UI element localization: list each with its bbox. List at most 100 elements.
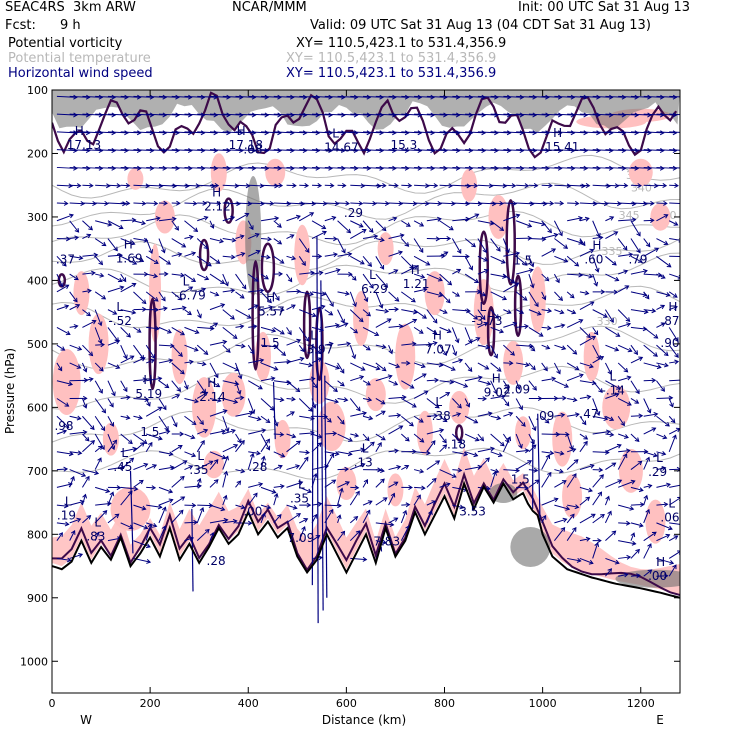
wind-vector bbox=[414, 486, 425, 489]
wind-vector-head bbox=[608, 94, 614, 100]
wind-vector bbox=[69, 431, 87, 435]
wind-vector-head bbox=[634, 165, 640, 171]
wind-vector bbox=[222, 95, 243, 98]
wind-vector-head bbox=[519, 309, 525, 315]
wind-vector bbox=[375, 256, 385, 270]
wind-vector bbox=[643, 484, 652, 488]
wind-vector-head bbox=[213, 94, 219, 100]
wind-vector-head bbox=[518, 405, 523, 411]
wind-vector-head bbox=[674, 353, 679, 358]
wind-vector-head bbox=[663, 573, 669, 579]
wind-vector bbox=[56, 255, 67, 267]
extrema-marker: H bbox=[207, 376, 216, 390]
wind-vector-head bbox=[213, 112, 219, 118]
wind-vector-head bbox=[189, 536, 195, 542]
wind-vector-head bbox=[328, 165, 333, 171]
wind-vector-head bbox=[279, 259, 285, 264]
wind-vector bbox=[566, 433, 573, 450]
wind-vector-head bbox=[85, 475, 90, 481]
wind-vector bbox=[630, 549, 640, 559]
wind-vector bbox=[133, 379, 147, 382]
wind-vector bbox=[69, 362, 81, 369]
wind-vector-head bbox=[267, 298, 272, 304]
wind-vector bbox=[299, 202, 316, 205]
extrema-marker: L bbox=[116, 300, 123, 314]
wind-vector-head bbox=[310, 415, 315, 421]
wind-vector bbox=[516, 449, 529, 453]
wind-vector-head bbox=[465, 253, 470, 259]
wind-vector bbox=[197, 184, 215, 187]
wind-vector bbox=[656, 95, 677, 98]
wind-vector bbox=[260, 456, 265, 470]
wind-vector-head bbox=[240, 343, 246, 349]
wind-vector bbox=[337, 342, 351, 346]
wind-vector bbox=[605, 216, 614, 222]
wind-vector bbox=[337, 322, 348, 328]
extrema-value: .79 bbox=[628, 252, 647, 266]
wind-vector-head bbox=[558, 296, 564, 302]
wind-vector bbox=[656, 166, 677, 169]
wind-vector-head bbox=[401, 394, 407, 400]
wind-vector bbox=[477, 362, 489, 370]
wind-vector-head bbox=[138, 415, 143, 420]
wind-vector bbox=[184, 309, 192, 315]
wind-vector bbox=[618, 376, 631, 382]
wind-vector bbox=[56, 344, 65, 351]
wind-vector bbox=[439, 362, 456, 371]
wind-vector-head bbox=[553, 232, 559, 238]
wind-vector-head bbox=[68, 451, 74, 457]
wind-vector-head bbox=[366, 94, 372, 100]
wind-vector-head bbox=[630, 479, 636, 485]
wind-vector-head bbox=[73, 297, 78, 303]
wind-vector-head bbox=[396, 464, 402, 470]
extrema-marker: L bbox=[94, 516, 101, 530]
wind-vector bbox=[617, 362, 628, 373]
wind-vector-head bbox=[290, 411, 295, 416]
wind-vector bbox=[69, 530, 76, 541]
wind-vector bbox=[171, 380, 181, 392]
wind-vector bbox=[554, 480, 567, 488]
wind-vector-head bbox=[394, 297, 400, 302]
wind-vector-head bbox=[623, 183, 629, 189]
wind-vector bbox=[643, 531, 657, 542]
wind-vector-head bbox=[223, 470, 229, 476]
wind-vector-head bbox=[686, 131, 690, 135]
wind-vector bbox=[107, 149, 128, 152]
wind-vector bbox=[69, 236, 79, 240]
wind-vector bbox=[312, 113, 333, 116]
wind-vector bbox=[451, 344, 457, 356]
wind-vector-head bbox=[468, 165, 474, 171]
wind-vector-head bbox=[433, 413, 439, 419]
wind-vector bbox=[222, 149, 243, 152]
wind-vector-head bbox=[614, 559, 620, 565]
wind-vector-head bbox=[304, 183, 310, 188]
wind-vector bbox=[554, 291, 563, 301]
wind-vector-head bbox=[603, 201, 609, 207]
wind-vector-head bbox=[264, 165, 270, 171]
wind-vector-head bbox=[602, 313, 608, 318]
wind-vector-head bbox=[518, 443, 523, 449]
wind-vector bbox=[554, 344, 566, 350]
wind-vector-head bbox=[318, 555, 323, 561]
wind-vector-head bbox=[448, 225, 454, 231]
wind-vector bbox=[464, 398, 470, 408]
wind-vector bbox=[286, 481, 303, 488]
wind-vector bbox=[197, 113, 218, 116]
wind-vector-head bbox=[149, 148, 155, 153]
wind-vector-head bbox=[248, 410, 254, 416]
wind-vector-head bbox=[588, 363, 594, 369]
extrema-marker: L bbox=[65, 495, 72, 509]
extrema-value: 7.07 bbox=[425, 342, 452, 356]
wind-vector-head bbox=[224, 455, 229, 461]
pv-shade-region bbox=[424, 271, 445, 316]
wind-vector bbox=[120, 433, 133, 444]
wind-vector bbox=[171, 184, 189, 187]
wind-vector bbox=[158, 507, 166, 524]
wind-vector-head bbox=[265, 438, 270, 444]
wind-vector bbox=[426, 362, 443, 366]
wind-vector bbox=[541, 220, 552, 233]
wind-vector-head bbox=[491, 201, 497, 207]
wind-vector-head bbox=[454, 338, 460, 344]
